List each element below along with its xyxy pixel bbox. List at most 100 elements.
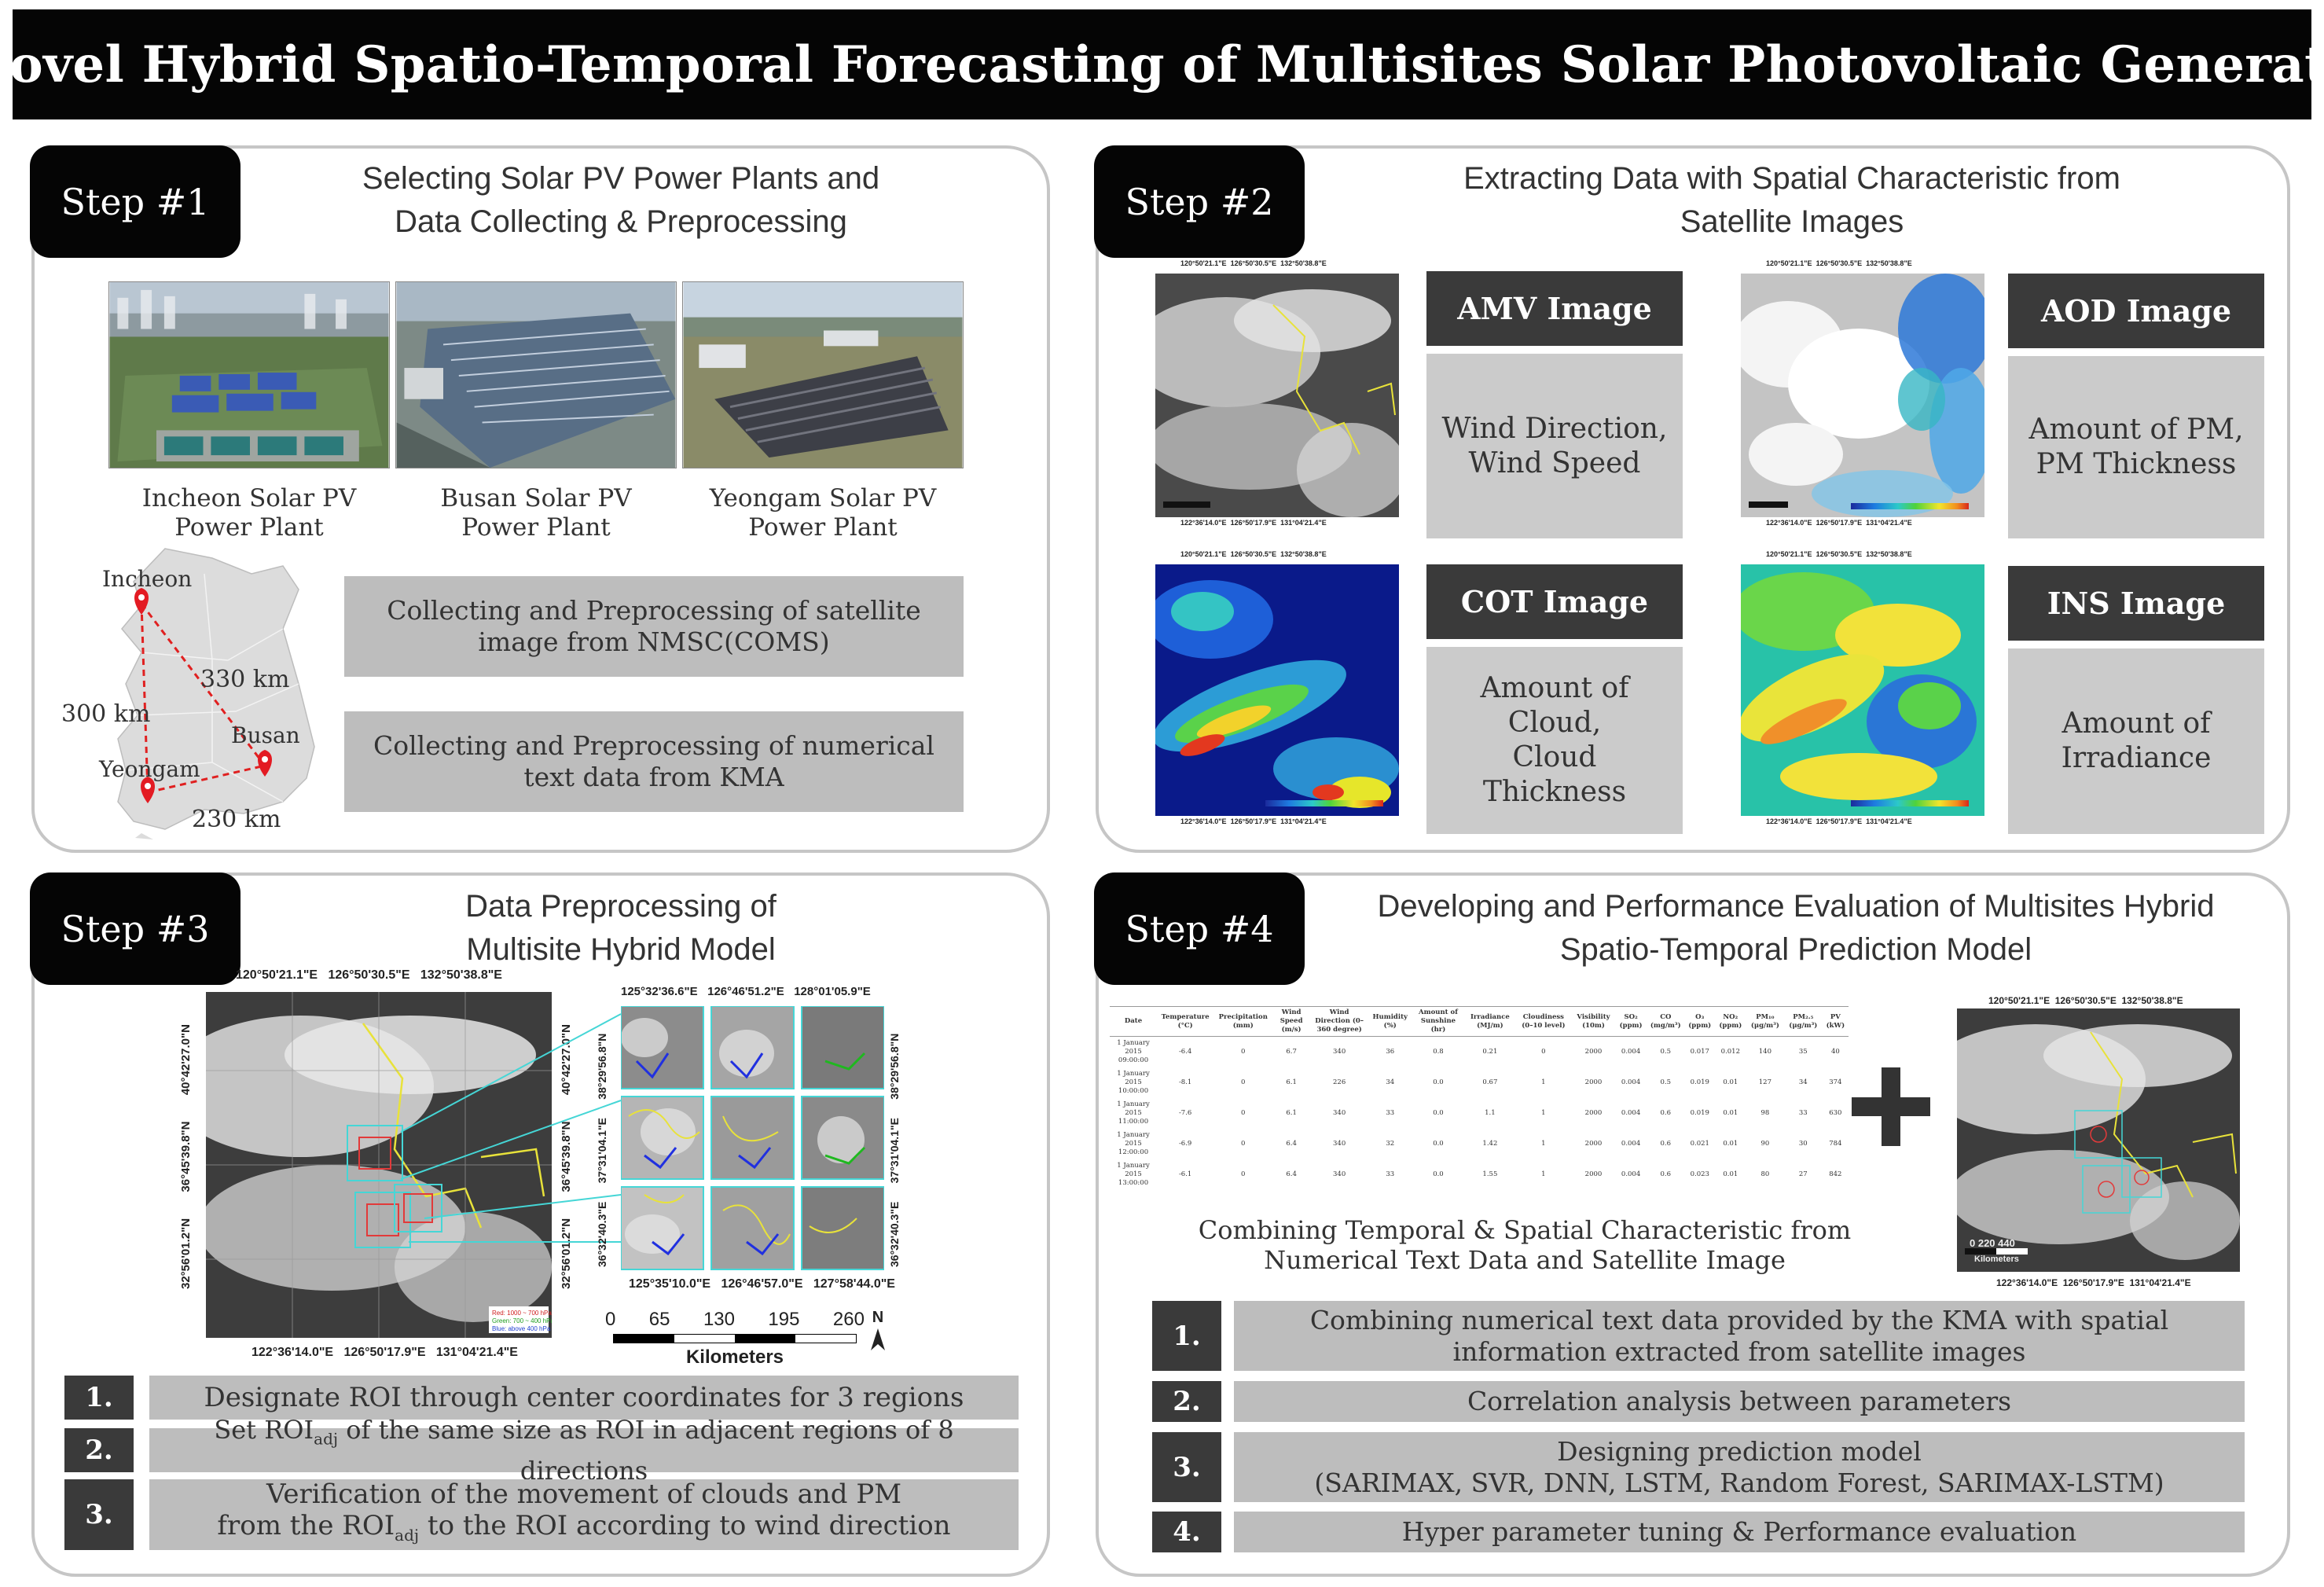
legend-blue: Blue: above 400 hPa (492, 1325, 551, 1332)
table-cell: 0 (1241, 1170, 1246, 1178)
aod-bottom-coords: 122°36'14.0"E 126°50'17.9"E 131°04'21.4"… (1766, 519, 1912, 527)
table-cell: 1 (1541, 1109, 1546, 1117)
table-header-cell: PM₁₀ (μg/m³) (1746, 1006, 1784, 1037)
busan-caption-l1: Busan Solar PV (440, 484, 632, 512)
step4-item3-l1: Designing prediction model (1557, 1435, 1922, 1467)
grid-bottom-coords: 125°35'10.0"E 126°46'57.0"E 127°58'44.0"… (629, 1277, 895, 1291)
north-arrow-icon: N (866, 1309, 890, 1356)
step3-item3-text: Verification of the movement of clouds a… (149, 1479, 1019, 1550)
grid-right-coords: 36°32'40.3"E 37°31'04.1"E 38°29'56.8"N (888, 1033, 901, 1267)
scale-tick-195: 195 (768, 1309, 800, 1330)
combine-caption-l2: Numerical Text Data and Satellite Image (1264, 1245, 1786, 1275)
pin-incheon-icon (134, 588, 149, 615)
table-cell: 0.0 (1433, 1078, 1444, 1086)
table-cell: 1 (1541, 1170, 1546, 1178)
step4-title-line2: Spatio-Temporal Prediction Model (1559, 932, 2032, 967)
step4-satellite-image (1957, 1008, 2240, 1272)
table-cell: 6.4 (1286, 1170, 1297, 1178)
map-distance-300: 300 km (61, 700, 151, 728)
table-cell: 0.8 (1433, 1048, 1444, 1056)
step4-item4-text: Hyper parameter tuning & Performance eva… (1234, 1512, 2245, 1552)
grid-top-coords: 125°32'36.6"E 126°46'51.2"E 128°01'05.9"… (621, 985, 871, 998)
cot-desc-l2: Cloud, (1507, 707, 1602, 739)
table-cell: 2000 (1584, 1048, 1603, 1056)
map-label-incheon: Incheon (102, 566, 193, 592)
table-cell: -7.6 (1178, 1109, 1192, 1117)
table-cell: 2000 (1584, 1140, 1603, 1148)
aod-top-coords: 120°50'21.1"E 126°50'30.5"E 132°50'38.8"… (1766, 259, 1912, 267)
combine-caption: Combining Temporal & Spatial Characteris… (1163, 1215, 1886, 1275)
step4-item3-text: Designing prediction model (SARIMAX, SVR,… (1234, 1432, 2245, 1502)
amv-top-coords: 120°50'21.1"E 126°50'30.5"E 132°50'38.8"… (1180, 259, 1327, 267)
step4-title: Developing and Performance Evaluation of… (1328, 885, 2263, 972)
satellite-collect-l2: image from NMSC(COMS) (478, 626, 830, 657)
table-cell: -6.1 (1178, 1170, 1192, 1178)
step3-item3-sub: adj (395, 1525, 420, 1545)
plus-icon (1852, 1067, 1930, 1146)
table-cell: 1 January 2015 12:00:00 (1117, 1131, 1150, 1156)
step4-item1-l2: information extracted from satellite ima… (1452, 1335, 2026, 1367)
busan-plant-photo (395, 281, 677, 468)
table-cell: 630 (1829, 1109, 1842, 1117)
table-header-cell: NO₂ (ppm) (1714, 1006, 1746, 1037)
step4-item2-text: Correlation analysis between parameters (1234, 1381, 2245, 1422)
step2-title-line2: Satellite Images (1680, 204, 1904, 239)
cot-image-desc: Amount of Cloud, Cloud Thickness (1426, 647, 1683, 834)
table-cell: -6.4 (1178, 1048, 1192, 1056)
step4-img-top-coords: 120°50'21.1"E 126°50'30.5"E 132°50'38.8"… (1988, 995, 2183, 1006)
table-header-cell: Humidity (%) (1368, 1006, 1412, 1037)
step3-title-line1: Data Preprocessing of (465, 889, 777, 924)
table-cell: 127 (1758, 1078, 1771, 1086)
table-cell: 33 (1386, 1170, 1395, 1178)
cot-desc-l1: Amount of (1480, 672, 1629, 704)
scale-bar: 0 65 130 195 260 Kilometers (605, 1309, 865, 1372)
aod-desc-l1: Amount of PM, (2028, 413, 2244, 446)
cot-image-label: COT Image (1426, 564, 1683, 639)
table-cell: 6.1 (1286, 1078, 1297, 1086)
cot-bottom-coords: 122°36'14.0"E 126°50'17.9"E 131°04'21.4"… (1180, 817, 1327, 825)
table-header-cell: CO (mg/m³) (1646, 1006, 1685, 1037)
table-cell: 34 (1798, 1078, 1808, 1086)
step3-item1-text: Designate ROI through center coordinates… (149, 1376, 1019, 1420)
table-header-cell: PM₂.₅ (μg/m³) (1783, 1006, 1823, 1037)
step3-item3-t3: from the ROI (217, 1510, 395, 1542)
step2-tab: Step #2 (1094, 145, 1305, 258)
table-cell: 226 (1333, 1078, 1346, 1086)
step2-title: Extracting Data with Spatial Characteris… (1383, 157, 2201, 244)
roi-zoom-grid (621, 1006, 884, 1270)
ins-desc-l2: Irradiance (2061, 742, 2212, 774)
table-cell: 1 (1541, 1078, 1546, 1086)
zoom-connector-lines (400, 1013, 622, 1243)
legend-red: Red: 1000 ~ 700 hPa (492, 1310, 552, 1317)
table-cell: 0.004 (1621, 1170, 1641, 1178)
step4-item2-number: 2. (1152, 1381, 1221, 1422)
table-cell: 0.5 (1660, 1048, 1672, 1056)
step4-item1-text: Combining numerical text data provided b… (1234, 1301, 2245, 1371)
step1-title-line1: Selecting Solar PV Power Plants and (362, 161, 880, 196)
step3-title-line2: Multisite Hybrid Model (466, 932, 776, 967)
legend-green: Green: 700 ~ 400 hPa (492, 1317, 552, 1324)
incheon-caption-l1: Incheon Solar PV (141, 484, 357, 512)
table-cell: 2000 (1584, 1109, 1603, 1117)
ins-desc-l1: Amount of (2061, 707, 2211, 740)
table-cell: 0.017 (1690, 1048, 1709, 1056)
table-cell: 340 (1333, 1140, 1346, 1148)
step3-item3-number: 3. (64, 1479, 134, 1550)
map-label-yeongam: Yeongam (99, 756, 200, 782)
step1-title-line2: Data Collecting & Preprocessing (395, 204, 847, 239)
map-label-busan: Busan (231, 722, 300, 748)
table-cell: 0.019 (1690, 1078, 1709, 1086)
table-cell: 0.023 (1690, 1170, 1709, 1178)
scale-tick-0: 0 (605, 1309, 616, 1330)
step4-item1-l1: Combining numerical text data provided b… (1309, 1304, 2169, 1335)
table-cell: 0.67 (1482, 1078, 1498, 1086)
table-cell: 374 (1829, 1078, 1842, 1086)
step3-title: Data Preprocessing of Multisite Hybrid M… (338, 885, 904, 972)
map-distance-330: 330 km (200, 666, 290, 693)
satellite-collect-l1: Collecting and Preprocessing of satellit… (387, 595, 921, 626)
step4-title-line1: Developing and Performance Evaluation of… (1377, 889, 2215, 924)
table-header-cell: Date (1110, 1006, 1158, 1037)
table-cell: 98 (1760, 1109, 1770, 1117)
pin-yeongam-icon (141, 777, 155, 803)
aod-desc-l2: PM Thickness (2036, 448, 2237, 480)
